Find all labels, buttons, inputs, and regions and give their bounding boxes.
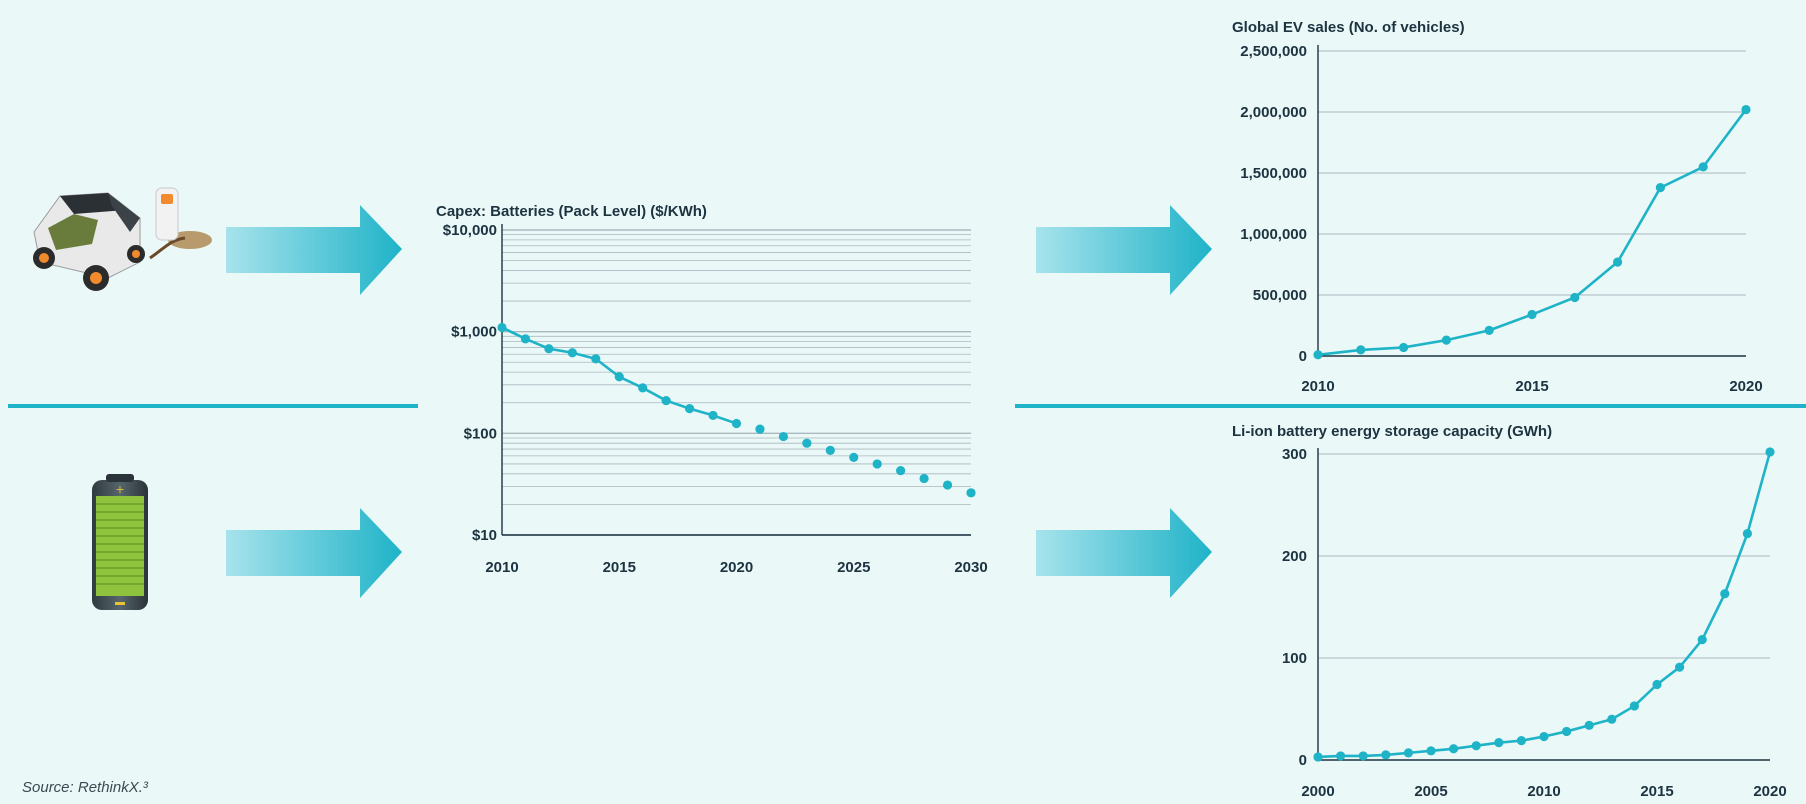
data-point: [1562, 726, 1572, 737]
data-point: [849, 452, 859, 462]
data-point: [1484, 325, 1494, 335]
data-point: [661, 395, 671, 406]
data-point: [1527, 309, 1537, 320]
data-point: [591, 354, 601, 364]
y-tick-label: $1,000: [451, 324, 497, 341]
arrow-battery-to-capex: [226, 508, 402, 598]
arrow-capex-to-ev-sales: [1036, 205, 1212, 295]
data-point: [1742, 528, 1752, 539]
y-tick-label: 1,000,000: [1240, 226, 1307, 243]
data-point: [1655, 183, 1665, 193]
y-tick-label: 2,000,000: [1240, 104, 1307, 121]
data-point: [1356, 345, 1366, 355]
data-point: [1652, 679, 1662, 690]
data-point: [614, 372, 624, 382]
data-point: [1441, 335, 1451, 345]
x-tick-label: 2020: [1753, 783, 1786, 800]
data-point: [1539, 731, 1549, 742]
y-tick-label: 300: [1282, 446, 1307, 463]
data-point: [1358, 751, 1368, 761]
data-point: [1741, 104, 1751, 115]
svg-text:+: +: [115, 483, 124, 496]
data-point: [638, 383, 648, 393]
data-point: [966, 488, 976, 498]
chart-ev-sales: Global EV sales (No. of vehicles) 0 500,00…: [1232, 19, 1763, 395]
data-point: [825, 445, 835, 455]
data-point: [1613, 257, 1623, 267]
y-tick-label: 2,500,000: [1240, 43, 1307, 60]
data-point: [1426, 746, 1436, 756]
data-point: [755, 424, 765, 434]
x-tick-label: 2015: [603, 559, 636, 576]
data-point: [708, 410, 718, 421]
chart-title-storage: Li-ion battery energy storage capacity (…: [1232, 423, 1552, 440]
y-tick-label: 0: [1299, 752, 1307, 769]
data-point: [778, 431, 789, 442]
data-point: [567, 348, 577, 358]
data-point: [544, 344, 554, 354]
x-tick-label: 2005: [1414, 783, 1447, 800]
data-point: [802, 438, 812, 448]
x-tick-label: 2030: [954, 559, 987, 576]
data-point: [1570, 292, 1580, 303]
data-point: [1494, 738, 1504, 748]
chart-title-capex: Capex: Batteries (Pack Level) ($/KWh): [436, 203, 707, 220]
data-point: [1313, 752, 1323, 762]
x-tick-label: 2015: [1515, 378, 1548, 395]
data-point: [1471, 741, 1481, 751]
data-point: [1336, 751, 1346, 761]
data-point: [497, 322, 507, 333]
chart-capex: Capex: Batteries (Pack Level) ($/KWh) $10…: [436, 203, 988, 576]
chart-storage: Li-ion battery energy storage capacity (…: [1232, 423, 1787, 800]
x-tick-label: 2010: [1301, 378, 1334, 395]
y-tick-label: 100: [1282, 650, 1307, 667]
data-point: [1449, 744, 1459, 754]
data-point: [942, 480, 953, 490]
x-tick-label: 2010: [1527, 783, 1560, 800]
data-point: [1313, 350, 1323, 360]
y-tick-label: 1,500,000: [1240, 165, 1307, 182]
data-point: [1403, 748, 1413, 758]
y-tick-label: 500,000: [1253, 287, 1307, 304]
x-tick-label: 2020: [720, 559, 753, 576]
data-point: [1516, 736, 1526, 746]
y-tick-label: $10,000: [443, 222, 497, 239]
x-tick-label: 2000: [1301, 783, 1334, 800]
data-point: [1698, 162, 1708, 172]
electric-car-charging-icon: [33, 187, 212, 291]
source-note: Source: RethinkX.³: [22, 779, 148, 796]
data-point: [1607, 714, 1617, 724]
data-point: [919, 473, 929, 484]
arrow-car-to-capex: [226, 205, 402, 295]
data-point: [872, 459, 882, 469]
data-point: [1629, 701, 1639, 711]
data-point: [1381, 750, 1391, 760]
data-point: [1675, 662, 1685, 672]
data-point: [1765, 447, 1775, 457]
y-tick-label: $10: [472, 527, 497, 544]
data-point: [520, 334, 531, 344]
data-point: [896, 465, 906, 476]
y-tick-label: $100: [464, 425, 497, 442]
data-point: [1399, 342, 1409, 353]
y-tick-label: 0: [1299, 348, 1307, 365]
data-point: [1697, 635, 1707, 645]
data-point: [685, 404, 695, 414]
arrow-capex-to-storage: [1036, 508, 1212, 598]
x-tick-label: 2010: [485, 559, 518, 576]
x-tick-label: 2015: [1640, 783, 1673, 800]
x-tick-label: 2020: [1729, 378, 1762, 395]
battery-icon: +: [92, 474, 148, 610]
chart-title-ev-sales: Global EV sales (No. of vehicles): [1232, 19, 1465, 36]
y-tick-label: 200: [1282, 548, 1307, 565]
data-point: [1584, 720, 1594, 730]
data-point: [1720, 589, 1730, 599]
charts-layer: Capex: Batteries (Pack Level) ($/KWh) $10…: [436, 19, 1787, 800]
series-line: [1317, 451, 1772, 759]
data-point: [731, 418, 742, 429]
x-tick-label: 2025: [837, 559, 870, 576]
